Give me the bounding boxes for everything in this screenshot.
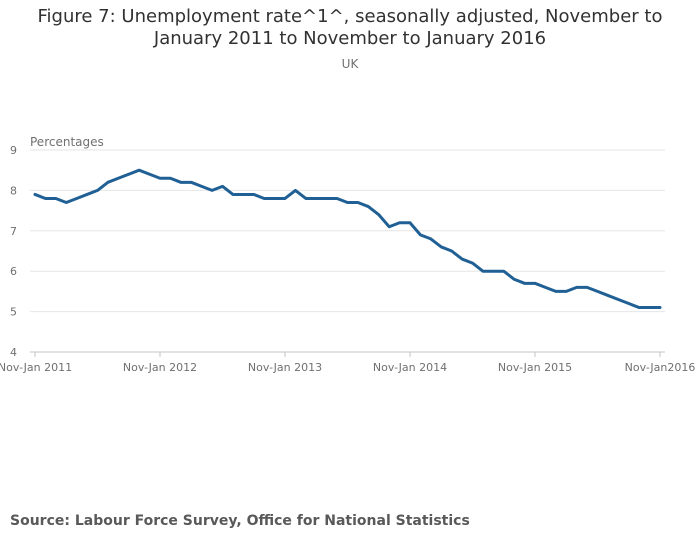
gridlines [30,149,665,313]
data-point[interactable] [573,283,581,291]
x-tick-label: Nov-Jan 2012 [123,361,197,374]
data-point[interactable] [521,279,529,287]
data-point[interactable] [125,170,133,178]
data-point[interactable] [250,190,258,198]
data-point[interactable] [437,243,445,251]
data-point[interactable] [291,186,299,194]
chart-title: Figure 7: Unemployment rate^1^, seasonal… [0,6,700,50]
y-axis-label: Percentages [30,135,104,149]
data-point[interactable] [416,231,424,239]
data-point[interactable] [312,194,320,202]
y-axis: 4 5 6 7 8 9 [10,144,17,359]
data-point[interactable] [375,211,383,219]
chart-title-line-2: January 2011 to November to January 2016 [153,28,547,49]
x-tick-label: Nov-Jan2016 [625,361,696,374]
data-point[interactable] [146,170,154,178]
data-point[interactable] [583,283,591,291]
data-point[interactable] [656,304,664,312]
data-point[interactable] [614,295,622,303]
data-point[interactable] [500,267,508,275]
y-tick-label: 5 [10,306,17,319]
data-point[interactable] [177,178,185,186]
series-layer [31,166,664,312]
data-point[interactable] [448,247,456,255]
data-point[interactable] [562,287,570,295]
data-point[interactable] [281,194,289,202]
data-point[interactable] [646,304,654,312]
data-point[interactable] [302,194,310,202]
data-point[interactable] [104,178,112,186]
y-tick-label: 4 [10,346,17,359]
data-point[interactable] [406,219,414,227]
data-point[interactable] [354,199,362,207]
chart-subtitle: UK [341,57,359,71]
x-tick-label: Nov-Jan 2013 [248,361,322,374]
data-point[interactable] [239,190,247,198]
y-tick-label: 7 [10,225,17,238]
data-point[interactable] [510,275,518,283]
data-point[interactable] [156,174,164,182]
y-tick-label: 8 [10,184,17,197]
data-point[interactable] [333,194,341,202]
data-point[interactable] [73,194,81,202]
data-point[interactable] [94,186,102,194]
data-point[interactable] [260,194,268,202]
data-point[interactable] [594,287,602,295]
data-point[interactable] [52,194,60,202]
data-point[interactable] [31,190,39,198]
data-point[interactable] [198,182,206,190]
data-point[interactable] [635,304,643,312]
series-line [33,168,662,310]
data-point[interactable] [531,279,539,287]
data-point[interactable] [552,287,560,295]
data-point[interactable] [229,190,237,198]
data-point[interactable] [208,186,216,194]
y-tick-label: 9 [10,144,17,157]
data-point[interactable] [479,267,487,275]
source-note: Source: Labour Force Survey, Office for … [10,513,470,529]
x-tick-labels: Nov-Jan 2011 Nov-Jan 2012 Nov-Jan 2013 Nov-… [0,352,695,374]
data-point[interactable] [344,199,352,207]
data-point[interactable] [604,291,612,299]
data-point[interactable] [323,194,331,202]
data-point[interactable] [469,259,477,267]
data-point[interactable] [219,182,227,190]
data-point[interactable] [458,255,466,263]
data-point[interactable] [271,194,279,202]
data-point[interactable] [187,178,195,186]
data-point[interactable] [625,300,633,308]
data-point[interactable] [489,267,497,275]
data-point[interactable] [396,219,404,227]
data-point[interactable] [62,199,70,207]
x-tick-label: Nov-Jan 2014 [373,361,447,374]
data-point[interactable] [83,190,91,198]
data-point[interactable] [364,203,372,211]
data-point[interactable] [385,223,393,231]
x-tick-label: Nov-Jan 2011 [0,361,72,374]
data-point[interactable] [41,194,49,202]
y-tick-label: 6 [10,265,17,278]
data-point[interactable] [166,174,174,182]
x-tick-label: Nov-Jan 2015 [498,361,572,374]
data-point[interactable] [541,283,549,291]
data-point[interactable] [135,166,143,174]
data-point[interactable] [427,235,435,243]
chart-title-line-1: Figure 7: Unemployment rate^1^, seasonal… [37,6,663,27]
data-point[interactable] [114,174,122,182]
